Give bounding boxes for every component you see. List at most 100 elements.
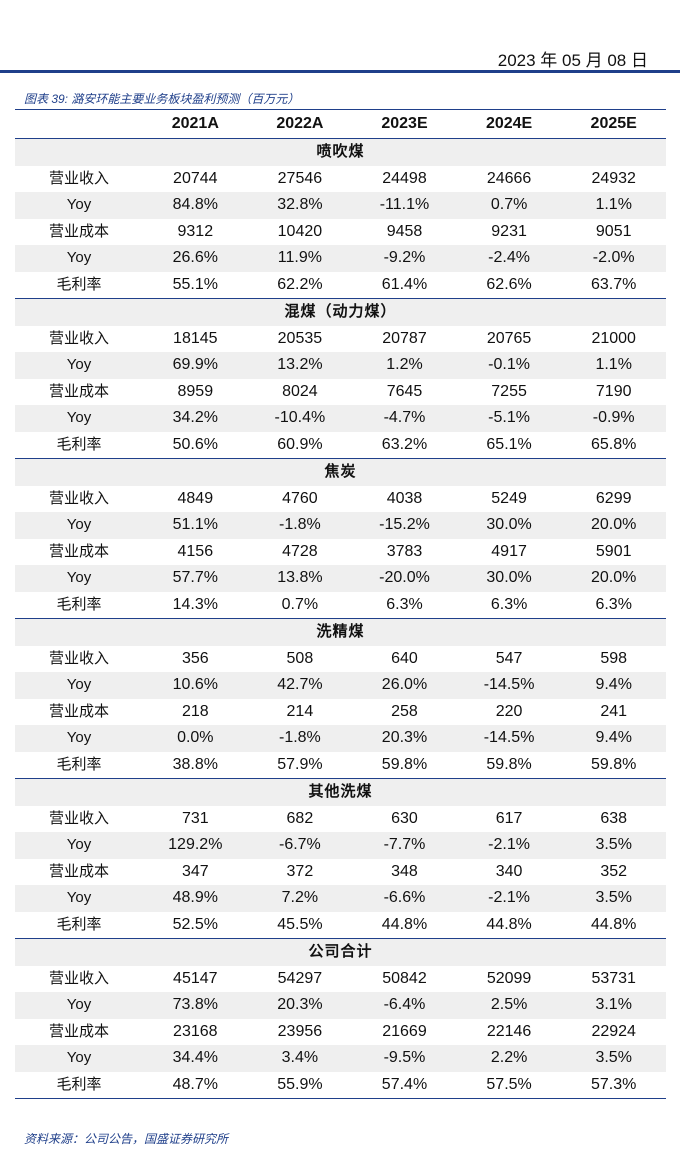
table-cell: 48.7% [143,1071,248,1099]
table-cell: 50.6% [172,435,218,453]
table-cell: 9458 [386,222,423,240]
table-cell: 9.4% [561,672,666,699]
table-row: 营业收入 18145 20535 20787 20765 21000 [15,326,666,353]
table-cell: 53731 [591,969,636,987]
table-row: 营业成本 347 372 348 340 352 [15,859,666,886]
table-cell: 2.2% [456,1045,562,1072]
table-cell: 220 [495,702,523,720]
table-cell: 65.1% [486,435,532,453]
table-cell: 5249 [491,489,527,507]
table-cell: 42.7% [247,672,353,699]
table-row: Yoy 10.6% 42.7% 26.0% -14.5% 9.4% [15,672,666,699]
table-cell: 62.2% [277,275,323,293]
table-cell: 347 [181,862,209,880]
table-row: 毛利率 14.3% 0.7% 6.3% 6.3% 6.3% [15,592,666,619]
table-cell: 13.2% [247,352,353,379]
table-cell: 13.8% [247,565,353,592]
table-row: 营业成本 23168 23956 21669 22146 22924 [15,1019,666,1046]
table-cell: 617 [495,809,523,827]
row-label: 营业成本 [48,222,109,240]
row-label: Yoy [15,725,143,752]
table-cell: 24932 [591,169,636,187]
table-cell: 54297 [277,969,323,987]
table-cell: 57.7% [143,565,248,592]
table-cell: -9.5% [352,1045,457,1072]
table-cell: 129.2% [143,832,248,859]
table-cell: 48.9% [143,885,248,912]
column-header: 2024E [456,109,562,139]
table-cell: 8024 [282,382,318,400]
table-cell: 20744 [173,169,218,187]
table-row: 毛利率 52.5% 45.5% 44.8% 44.8% 44.8% [15,912,666,939]
table-cell: 44.8% [591,915,637,933]
table-cell: 640 [391,649,418,667]
table-cell: 30.0% [456,512,562,539]
table-cell: 23956 [277,1022,323,1040]
table-cell: 69.9% [143,352,248,379]
row-label: 毛利率 [15,1071,143,1099]
table-cell: 6.3% [386,595,423,613]
table-cell: -14.5% [456,672,562,699]
table-cell: 10.6% [143,672,248,699]
column-header: 2025E [561,109,666,139]
table-cell: -2.1% [456,885,562,912]
section-header-row: 焦炭 [15,458,666,486]
table-row: Yoy 51.1% -1.8% -15.2% 30.0% 20.0% [15,512,666,539]
table-cell: -10.4% [247,405,353,432]
row-label: 营业收入 [48,489,109,507]
table-cell: 348 [391,862,418,880]
table-row: 营业成本 218 214 258 220 241 [15,699,666,726]
table-cell: 44.8% [381,915,428,933]
table-cell: 20.3% [247,992,353,1019]
table-cell: -2.0% [561,245,666,272]
table-cell: 44.8% [486,915,532,933]
table-cell: 547 [495,649,523,667]
row-label: Yoy [15,405,143,432]
table-cell: 3.4% [247,1045,353,1072]
section-title: 洗精煤 [15,618,666,646]
table-row: 营业收入 20744 27546 24498 24666 24932 [15,166,666,193]
table-cell: 59.8% [591,755,637,773]
table-cell: 372 [286,862,314,880]
table-cell: 638 [600,809,628,827]
table-row: 营业收入 4849 4760 4038 5249 6299 [15,486,666,513]
section-title: 公司合计 [15,938,666,966]
table-cell: 14.3% [172,595,218,613]
table-cell: 24666 [486,169,532,187]
table-cell: 4760 [282,489,318,507]
table-cell: -20.0% [352,565,457,592]
table-row: 毛利率 38.8% 57.9% 59.8% 59.8% 59.8% [15,752,666,779]
forecast-table-container: 2021A 2022A 2023E 2024E 2025E 喷吹煤 营业收入 207… [15,109,666,1099]
row-label: 毛利率 [56,275,102,293]
table-cell: 57.9% [277,755,323,773]
table-caption: 图表 39: 潞安环能主要业务板块盈利预测（百万元） [24,92,300,106]
table-cell: 3.5% [561,832,666,859]
table-cell: 9.4% [561,725,666,752]
table-cell: 3.5% [561,885,666,912]
table-cell: -11.1% [352,192,457,219]
table-cell: 9051 [595,222,632,240]
section-header-row: 喷吹煤 [15,138,666,166]
table-cell: 352 [600,862,628,880]
table-cell: 55.9% [247,1071,353,1099]
row-label: 毛利率 [56,915,102,933]
table-cell: 0.7% [456,192,562,219]
report-date: 2023 年 05 月 08 日 [497,51,648,70]
row-label: 营业收入 [48,809,109,827]
table-cell: 3.1% [561,992,666,1019]
column-header: 2021A [143,109,248,139]
table-row: Yoy 34.4% 3.4% -9.5% 2.2% 3.5% [15,1045,666,1072]
table-cell: 20.3% [352,725,457,752]
table-row: Yoy 34.2% -10.4% -4.7% -5.1% -0.9% [15,405,666,432]
table-cell: 6299 [595,489,632,507]
row-label: 营业收入 [48,649,109,667]
table-cell: -7.7% [352,832,457,859]
table-cell: 340 [495,862,523,880]
table-cell: 3783 [386,542,423,560]
table-row: 营业收入 356 508 640 547 598 [15,646,666,673]
table-cell: 45147 [173,969,218,987]
section-title: 混煤（动力煤） [15,298,666,326]
table-cell: 8959 [177,382,214,400]
table-cell: 10420 [277,222,323,240]
table-cell: 508 [286,649,314,667]
